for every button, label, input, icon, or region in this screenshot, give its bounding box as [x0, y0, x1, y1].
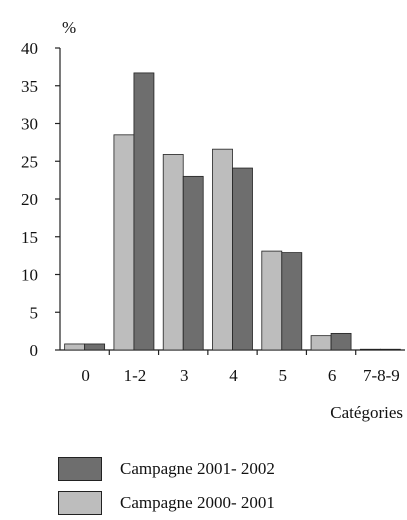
bar [232, 167, 253, 351]
y-tick-label: 5 [30, 303, 39, 322]
x-ticks: 0 1-2 3 4 5 6 7-8-9 [81, 350, 400, 385]
y-tick-label: 10 [21, 266, 38, 285]
bar-chart: % 0 5 10 15 20 25 30 35 40 0 1-2 3 4 5 6 7-8-9 Catégor… [21, 18, 405, 422]
y-tick-label: 15 [21, 228, 38, 247]
x-tick-label: 3 [180, 366, 189, 385]
x-tick-label: 5 [279, 366, 288, 385]
y-tick-label: 30 [21, 115, 38, 134]
y-ticks: 0 5 10 15 20 25 30 35 40 [21, 39, 60, 360]
bar [212, 148, 233, 351]
y-tick-label: 40 [21, 39, 38, 58]
y-tick-label: 25 [21, 152, 38, 171]
bar [330, 332, 352, 351]
x-tick-label: 1-2 [124, 366, 147, 385]
y-tick-label: 35 [21, 77, 38, 96]
bar [310, 335, 332, 351]
legend-swatch-2001-2002 [58, 457, 102, 481]
x-axis-label: Catégories [330, 403, 403, 422]
bar [64, 343, 86, 351]
bar [261, 250, 283, 351]
bars [64, 72, 401, 351]
legend-label-2001-2002: Campagne 2001- 2002 [120, 459, 275, 478]
bar [133, 72, 155, 351]
x-tick-label: 0 [81, 366, 90, 385]
bar [359, 348, 381, 351]
y-tick-label: 20 [21, 190, 38, 209]
y-tick-label: 0 [30, 341, 39, 360]
bar [379, 348, 401, 351]
legend-item-2001-2002: Campagne 2001- 2002 [58, 452, 275, 486]
x-tick-label: 7-8-9 [363, 366, 400, 385]
x-tick-label: 4 [229, 366, 238, 385]
legend-swatch-2000-2001 [58, 491, 102, 515]
x-tick-label: 6 [328, 366, 337, 385]
bar [84, 343, 106, 351]
bar [162, 154, 184, 351]
legend-item-2000-2001: Campagne 2000- 2001 [58, 486, 275, 520]
legend: Campagne 2001- 2002 Campagne 2000- 2001 [58, 452, 275, 520]
bar [113, 134, 135, 351]
legend-label-2000-2001: Campagne 2000- 2001 [120, 493, 275, 512]
bar [182, 175, 204, 351]
bar [281, 252, 303, 351]
y-axis-label: % [62, 18, 76, 37]
